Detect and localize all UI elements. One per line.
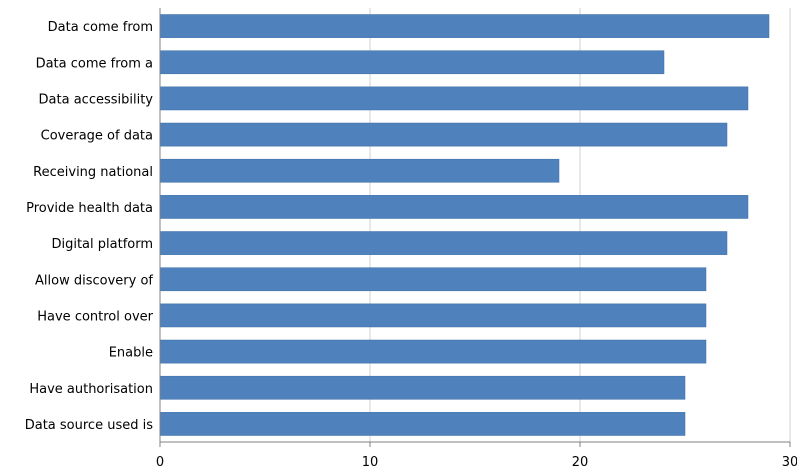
bars [159,14,770,436]
category-label: Enable [109,346,153,361]
bar [159,158,560,183]
bar [159,303,707,328]
category-label: Data source used is [25,418,153,433]
category-label: Allow discovery of [35,273,153,288]
x-tick-label: 0 [156,455,164,470]
bar [159,50,665,75]
category-label: Have authorisation [29,382,153,397]
x-tick-label: 20 [572,455,589,470]
category-label: Digital platform [51,237,153,252]
x-tick-label: 10 [362,455,379,470]
category-label: Receiving national [33,165,153,180]
bar [159,267,707,292]
bar [159,339,707,364]
category-label: Data accessibility [39,92,154,107]
category-label: Coverage of data [41,129,153,144]
x-tick-label: 30 [782,455,797,470]
bar [159,195,749,219]
bar [159,122,728,147]
category-labels: Data come from Data come from a Data acces… [25,20,154,433]
category-label: Provide health data [26,201,153,216]
bar [159,14,770,38]
bar [159,231,728,255]
category-label: Have control over [37,309,153,324]
gridlines [369,8,791,442]
bar [159,86,749,111]
bar [159,412,686,436]
category-label: Data come from a [36,56,153,71]
bar [159,375,686,400]
axes [159,8,791,447]
category-label: Data come from [48,20,153,35]
tick-labels: 0 10 20 30 [156,455,797,470]
